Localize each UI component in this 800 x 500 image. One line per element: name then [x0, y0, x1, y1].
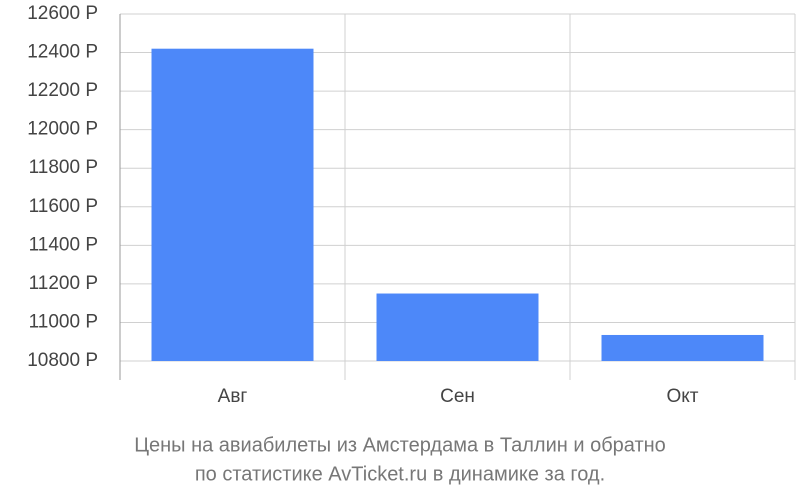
bar	[151, 48, 314, 361]
y-tick-label: 11800 Р	[29, 157, 98, 178]
y-tick-label: 11200 Р	[29, 273, 98, 294]
chart-title: по статистике AvTicket.ru в динамике за …	[195, 463, 605, 485]
x-tick-label: Авг	[218, 386, 248, 407]
y-tick-label: 11600 Р	[29, 196, 98, 217]
x-tick-label: Сен	[440, 386, 475, 407]
bar	[376, 293, 539, 361]
y-tick-label: 12200 Р	[27, 80, 98, 101]
y-tick-label: 12000 Р	[27, 119, 98, 140]
bar	[601, 334, 764, 361]
y-tick-label: 12600 Р	[27, 3, 98, 24]
y-tick-label: 11400 Р	[29, 234, 98, 255]
x-tick-label: Окт	[666, 386, 698, 407]
y-tick-label: 12400 Р	[27, 42, 98, 63]
chart-title: Цены на авиабилеты из Амстердама в Талли…	[134, 434, 666, 456]
y-tick-label: 10800 Р	[27, 350, 98, 371]
y-tick-label: 11000 Р	[29, 311, 98, 332]
